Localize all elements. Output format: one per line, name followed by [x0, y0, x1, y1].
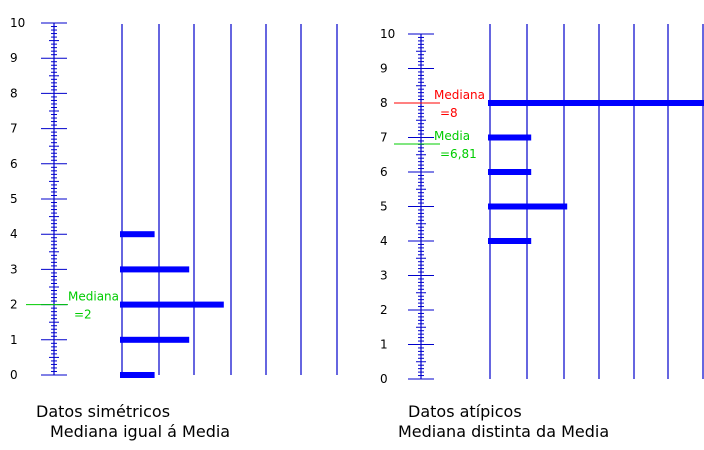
right-tick-label: 2	[380, 303, 388, 317]
left-tick-label: 4	[10, 227, 18, 241]
left-caption-title: Datos simétricos	[36, 402, 171, 421]
left-median-and-mean-label: Mediana	[68, 290, 119, 304]
left-tick-label: 9	[10, 51, 18, 65]
left-tick-label: 8	[10, 86, 18, 100]
right-caption-subtitle: Mediana distinta da Media	[398, 422, 610, 441]
left-bar	[120, 336, 190, 343]
right-bar	[488, 100, 704, 106]
right-tick-label: 1	[380, 338, 388, 352]
right-bar	[488, 238, 532, 244]
left-bar	[120, 266, 190, 273]
left-bar	[120, 372, 155, 378]
left-tick-label: 2	[10, 298, 18, 312]
right-tick-label: 3	[380, 269, 388, 283]
left-diagram: 0 1 2 3 4 5 6 7 8 9 10 Mediana =2	[10, 16, 338, 382]
right-tick-label: 5	[380, 200, 388, 214]
left-tick-label: 6	[10, 157, 18, 171]
right-caption-title: Datos atípicos	[408, 402, 522, 421]
right-bar	[488, 134, 532, 141]
right-tick-label: 7	[380, 131, 388, 145]
right-tick-label: 9	[380, 62, 388, 76]
right-caption: Datos atípicos Mediana distinta da Media	[398, 402, 609, 442]
left-tick-label: 3	[10, 262, 18, 276]
right-mean-label: Media	[434, 129, 470, 143]
right-tick-label: 6	[380, 165, 388, 179]
right-tick-label: 4	[380, 234, 388, 248]
right-diagram: 0 1 2 3 4 5 6 7 8 9 10 Mediana =8 Media =6,81	[380, 24, 704, 386]
right-median-label: Mediana	[434, 88, 485, 102]
left-caption-subtitle: Mediana igual á Media	[50, 422, 231, 441]
right-tick-label: 8	[380, 96, 388, 110]
right-median-label: =8	[440, 106, 458, 120]
left-tick-label: 0	[10, 368, 18, 382]
right-tick-label: 10	[380, 27, 395, 41]
left-tick-label: 5	[10, 192, 18, 206]
right-bar	[488, 169, 532, 175]
left-tick-label: 10	[10, 16, 25, 30]
left-tick-label: 7	[10, 122, 18, 136]
left-bar	[120, 231, 155, 238]
right-bar	[488, 203, 568, 210]
left-caption: Datos simétricos Mediana igual á Media	[36, 402, 230, 442]
left-tick-label: 1	[10, 333, 18, 347]
right-tick-label: 0	[380, 372, 388, 386]
right-mean-label: =6,81	[440, 147, 477, 161]
left-median-and-mean-label: =2	[74, 308, 92, 322]
left-bar	[120, 301, 224, 308]
